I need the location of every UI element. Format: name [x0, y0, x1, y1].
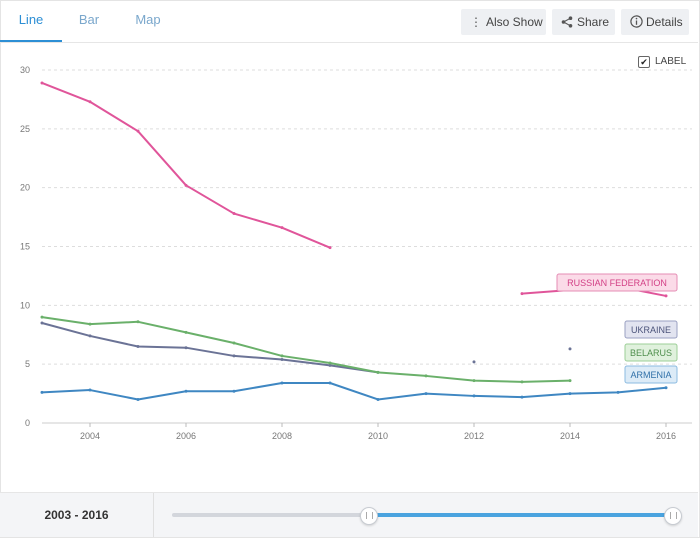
x-tick-label: 2012: [464, 431, 484, 441]
details-label: Details: [646, 15, 683, 29]
data-point-russian-federation: [88, 100, 92, 104]
data-point-russian-federation: [280, 226, 284, 230]
vertical-dots-icon: ⋮: [470, 15, 482, 29]
data-point-armenia: [136, 397, 140, 401]
data-point-ukraine: [280, 357, 284, 361]
data-point-russian-federation: [184, 183, 188, 187]
range-separator: -: [74, 508, 79, 522]
time-range-footer: 2003 - 2016: [0, 492, 698, 537]
data-point-armenia: [616, 390, 620, 394]
range-end: 2016: [81, 508, 109, 522]
data-point-armenia: [232, 389, 236, 393]
data-point-russian-federation: [664, 294, 668, 298]
checkbox-icon: ✔: [638, 56, 650, 68]
y-tick-label: 30: [20, 65, 30, 75]
data-point-belarus: [232, 341, 236, 345]
series-label-box-belarus: [624, 343, 678, 362]
series-line-ukraine: [41, 322, 379, 374]
also-show-button[interactable]: ⋮ Also Show: [461, 9, 546, 35]
tab-map[interactable]: Map: [135, 12, 161, 27]
share-icon: [560, 9, 574, 37]
data-point-belarus: [376, 370, 380, 374]
time-slider-track[interactable]: [172, 513, 672, 517]
data-point-armenia: [280, 381, 284, 385]
details-button[interactable]: Details: [621, 9, 689, 35]
time-range-display: 2003 - 2016: [0, 493, 154, 537]
data-point-armenia: [424, 392, 428, 396]
data-point-russian-federation: [136, 129, 140, 133]
data-point-armenia: [472, 394, 476, 398]
series-line-belarus: [41, 316, 571, 383]
data-point-ukraine: [472, 360, 476, 364]
data-point-ukraine: [88, 334, 92, 338]
range-start: 2003: [44, 508, 72, 522]
data-point-belarus: [136, 320, 140, 324]
y-tick-label: 0: [25, 418, 30, 428]
x-tick-label: 2006: [176, 431, 196, 441]
y-tick-label: 20: [20, 183, 30, 193]
data-point-ukraine: [40, 321, 44, 325]
data-point-ukraine: [568, 347, 572, 351]
data-point-armenia: [664, 386, 668, 390]
y-tick-label: 25: [20, 124, 30, 134]
x-tick-label: 2008: [272, 431, 292, 441]
data-point-armenia: [376, 397, 380, 401]
y-tick-label: 5: [25, 359, 30, 369]
y-tick-label: 15: [20, 242, 30, 252]
series-label-ukraine: UKRAINE: [631, 325, 671, 335]
line-chart: 0 5 10 15 20 25 30 2004 2006 2008 2010 2012 2014 2016…: [20, 65, 692, 441]
series-label-box-russian-federation: [556, 273, 678, 292]
data-point-russian-federation: [520, 292, 524, 296]
series-label-box-armenia: [624, 365, 678, 384]
tab-line[interactable]: Line: [0, 0, 62, 42]
series-label-armenia: ARMENIA: [630, 370, 671, 380]
series-label-box-ukraine: [624, 320, 678, 339]
series-line-russian-federation: [41, 82, 331, 249]
time-slider-fill: [368, 513, 672, 517]
tab-bar-chart[interactable]: Bar: [78, 12, 100, 27]
slider-start-handle[interactable]: [360, 507, 378, 525]
data-point-ukraine: [184, 346, 188, 350]
data-point-belarus: [184, 330, 188, 334]
also-show-label: Also Show: [486, 15, 543, 29]
data-point-armenia: [520, 395, 524, 399]
data-point-russian-federation: [40, 81, 44, 85]
data-point-ukraine: [232, 354, 236, 358]
data-point-belarus: [40, 315, 44, 319]
data-point-armenia: [40, 390, 44, 394]
data-point-ukraine: [136, 345, 140, 349]
data-point-armenia: [328, 381, 332, 385]
x-tick-label: 2014: [560, 431, 580, 441]
data-point-ukraine: [328, 363, 332, 367]
share-button[interactable]: Share: [552, 9, 615, 35]
data-point-russian-federation: [232, 212, 236, 216]
x-tick-label: 2010: [368, 431, 388, 441]
series-line-armenia: [41, 381, 667, 401]
x-tick-label: 2004: [80, 431, 100, 441]
slider-end-handle[interactable]: [664, 507, 682, 525]
data-point-armenia: [568, 392, 572, 396]
data-point-armenia: [88, 388, 92, 392]
y-tick-label: 10: [20, 300, 30, 310]
share-label: Share: [577, 15, 610, 29]
info-icon: [629, 9, 643, 37]
data-point-belarus: [88, 322, 92, 326]
data-point-belarus: [568, 379, 572, 383]
data-point-belarus: [472, 379, 476, 383]
tab-bar: Line Bar Map ⋮ Also Show Share Details: [0, 0, 698, 43]
data-point-belarus: [328, 361, 332, 365]
data-point-belarus: [520, 380, 524, 384]
series-label-belarus: BELARUS: [630, 348, 672, 358]
data-point-belarus: [424, 374, 428, 378]
label-toggle-text: LABEL: [655, 56, 687, 67]
data-point-belarus: [280, 354, 284, 358]
data-point-russian-federation: [328, 246, 332, 250]
x-tick-label: 2016: [656, 431, 676, 441]
data-point-armenia: [184, 389, 188, 393]
series-label-russian-federation: RUSSIAN FEDERATION: [567, 278, 667, 288]
